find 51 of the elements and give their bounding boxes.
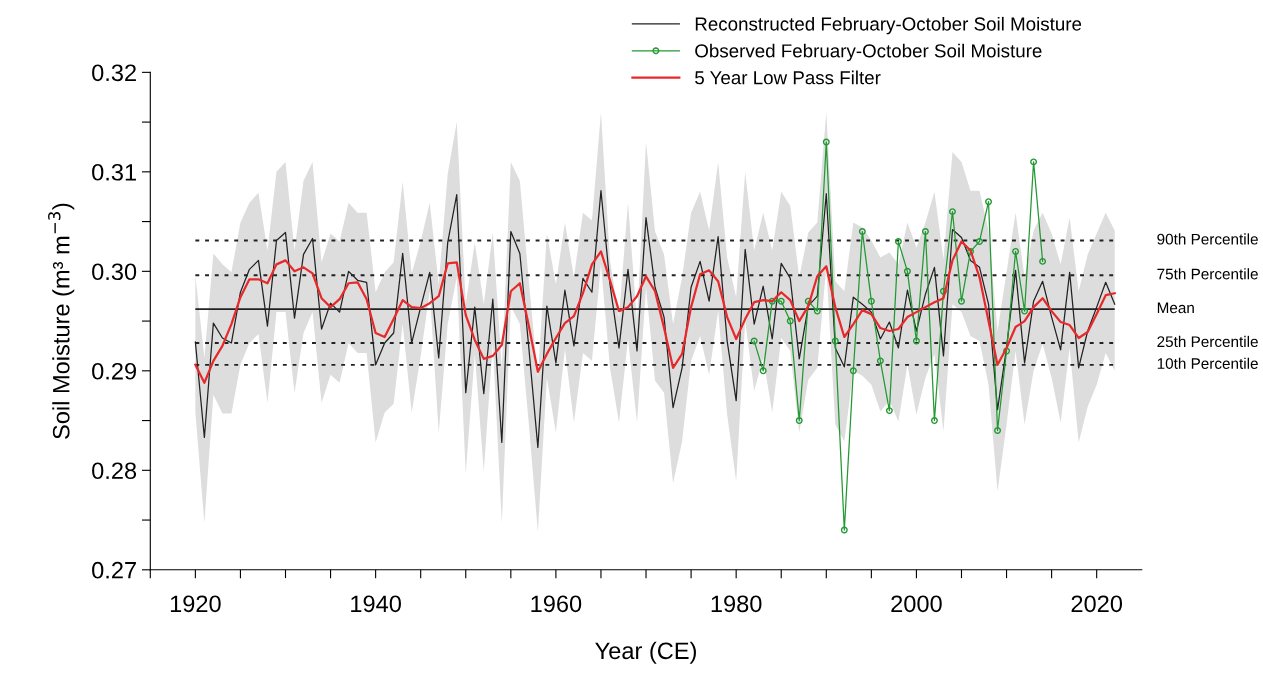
ref-line-label: 10th Percentile [1157, 357, 1258, 369]
point [840, 526, 848, 534]
point [858, 228, 866, 236]
legend-label: 5 Year Low Pass Filter [695, 70, 881, 85]
point [994, 427, 1002, 434]
y-tick-label: 0.27 [92, 561, 136, 579]
point [786, 317, 794, 325]
line-series [194, 240, 1116, 384]
point [976, 238, 983, 245]
point [813, 307, 821, 315]
x-tick-label: 1960 [531, 595, 582, 613]
point [958, 297, 965, 305]
point [876, 357, 884, 365]
point [1021, 307, 1029, 315]
point [921, 228, 929, 236]
point [894, 238, 902, 245]
point [903, 267, 911, 275]
y-tick-label: 0.32 [92, 64, 136, 82]
point [822, 138, 830, 146]
y-tick-label: 0.28 [92, 462, 137, 480]
point [867, 297, 875, 305]
x-tick-label: 2000 [891, 595, 942, 613]
x-tick-label: 1940 [351, 595, 401, 613]
ref-line-label: 75th Percentile [1157, 268, 1258, 280]
point [831, 337, 839, 345]
ref-line-label: 90th Percentile [1157, 233, 1258, 245]
point [985, 198, 993, 206]
point [795, 417, 803, 425]
point [750, 337, 758, 345]
ref-line-label: 25th Percentile [1157, 335, 1258, 348]
point [759, 367, 767, 375]
point [849, 367, 857, 375]
point [912, 337, 920, 345]
point [777, 297, 785, 305]
legend-label: Reconstructed February-October Soil Moisture [695, 16, 1082, 35]
x-tick-label: 2020 [1071, 595, 1123, 613]
legend-label: Observed February-October Soil Moisture [695, 43, 1042, 62]
x-axis-title: Year (CE) [595, 641, 696, 664]
point [1012, 247, 1020, 255]
ref-line-label: Mean [1157, 302, 1194, 314]
y-tick-label: 0.30 [92, 263, 137, 281]
y-axis-title: Soil Moisture (m³ m$^{−3}$) [48, 203, 75, 439]
point [1030, 158, 1038, 166]
y-tick-label: 0.29 [92, 362, 136, 380]
y-tick-label: 0.31 [92, 163, 136, 181]
point [1039, 257, 1047, 265]
point [930, 417, 938, 425]
x-tick-label: 1980 [711, 595, 762, 613]
x-tick-label: 1920 [170, 595, 221, 613]
point [885, 407, 893, 415]
point [949, 208, 956, 216]
